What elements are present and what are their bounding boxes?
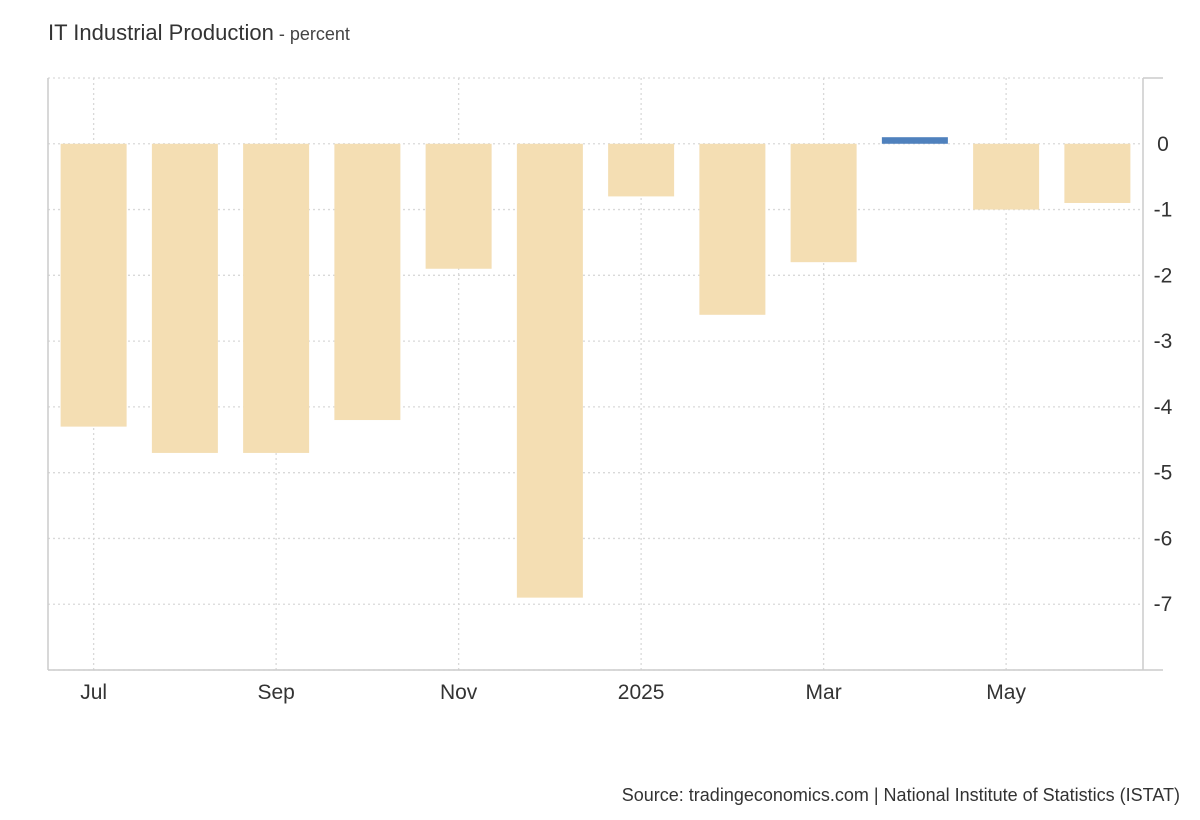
source-note: Source: tradingeconomics.com | National …	[621, 785, 1180, 805]
x-tick-label: Sep	[257, 681, 294, 704]
x-tick-label: Jul	[80, 681, 107, 704]
x-tick-label: May	[986, 681, 1026, 704]
y-tick-label: -5	[1154, 462, 1173, 485]
y-tick-label: -6	[1154, 527, 1173, 550]
bar	[973, 143, 1040, 210]
y-tick-label: -2	[1154, 264, 1173, 287]
chart-title: IT Industrial Production - percent	[48, 20, 350, 46]
bar	[243, 143, 310, 453]
chart-bars	[60, 137, 1131, 598]
bar-chart: 0 -1 -2 -3 -4 -5 -6 -7 Jul Sep Nov 2025 Mar May	[47, 77, 1173, 704]
x-axis-labels: Jul Sep Nov 2025 Mar May	[80, 681, 1026, 704]
chart-title-unit: - percent	[273, 24, 350, 44]
bar	[790, 143, 857, 263]
y-tick-label: -7	[1154, 593, 1173, 616]
bar	[1064, 143, 1131, 203]
y-tick-label: 0	[1157, 133, 1169, 156]
bar	[516, 143, 583, 598]
bar	[60, 143, 127, 427]
bar	[151, 143, 218, 453]
x-tick-label: Mar	[806, 681, 842, 704]
bar	[334, 143, 401, 421]
chart-title-text: IT Industrial Production	[48, 20, 274, 45]
x-tick-label: 2025	[618, 681, 665, 704]
y-tick-label: -4	[1154, 396, 1173, 419]
y-tick-label: -3	[1154, 330, 1173, 353]
bar	[881, 137, 948, 144]
y-axis-labels: 0 -1 -2 -3 -4 -5 -6 -7	[1154, 133, 1173, 616]
bar	[699, 143, 766, 315]
y-tick-label: -1	[1154, 199, 1173, 222]
bar	[425, 143, 492, 269]
chart-axes	[47, 77, 1163, 671]
x-tick-label: Nov	[440, 681, 478, 704]
bar	[608, 143, 675, 197]
